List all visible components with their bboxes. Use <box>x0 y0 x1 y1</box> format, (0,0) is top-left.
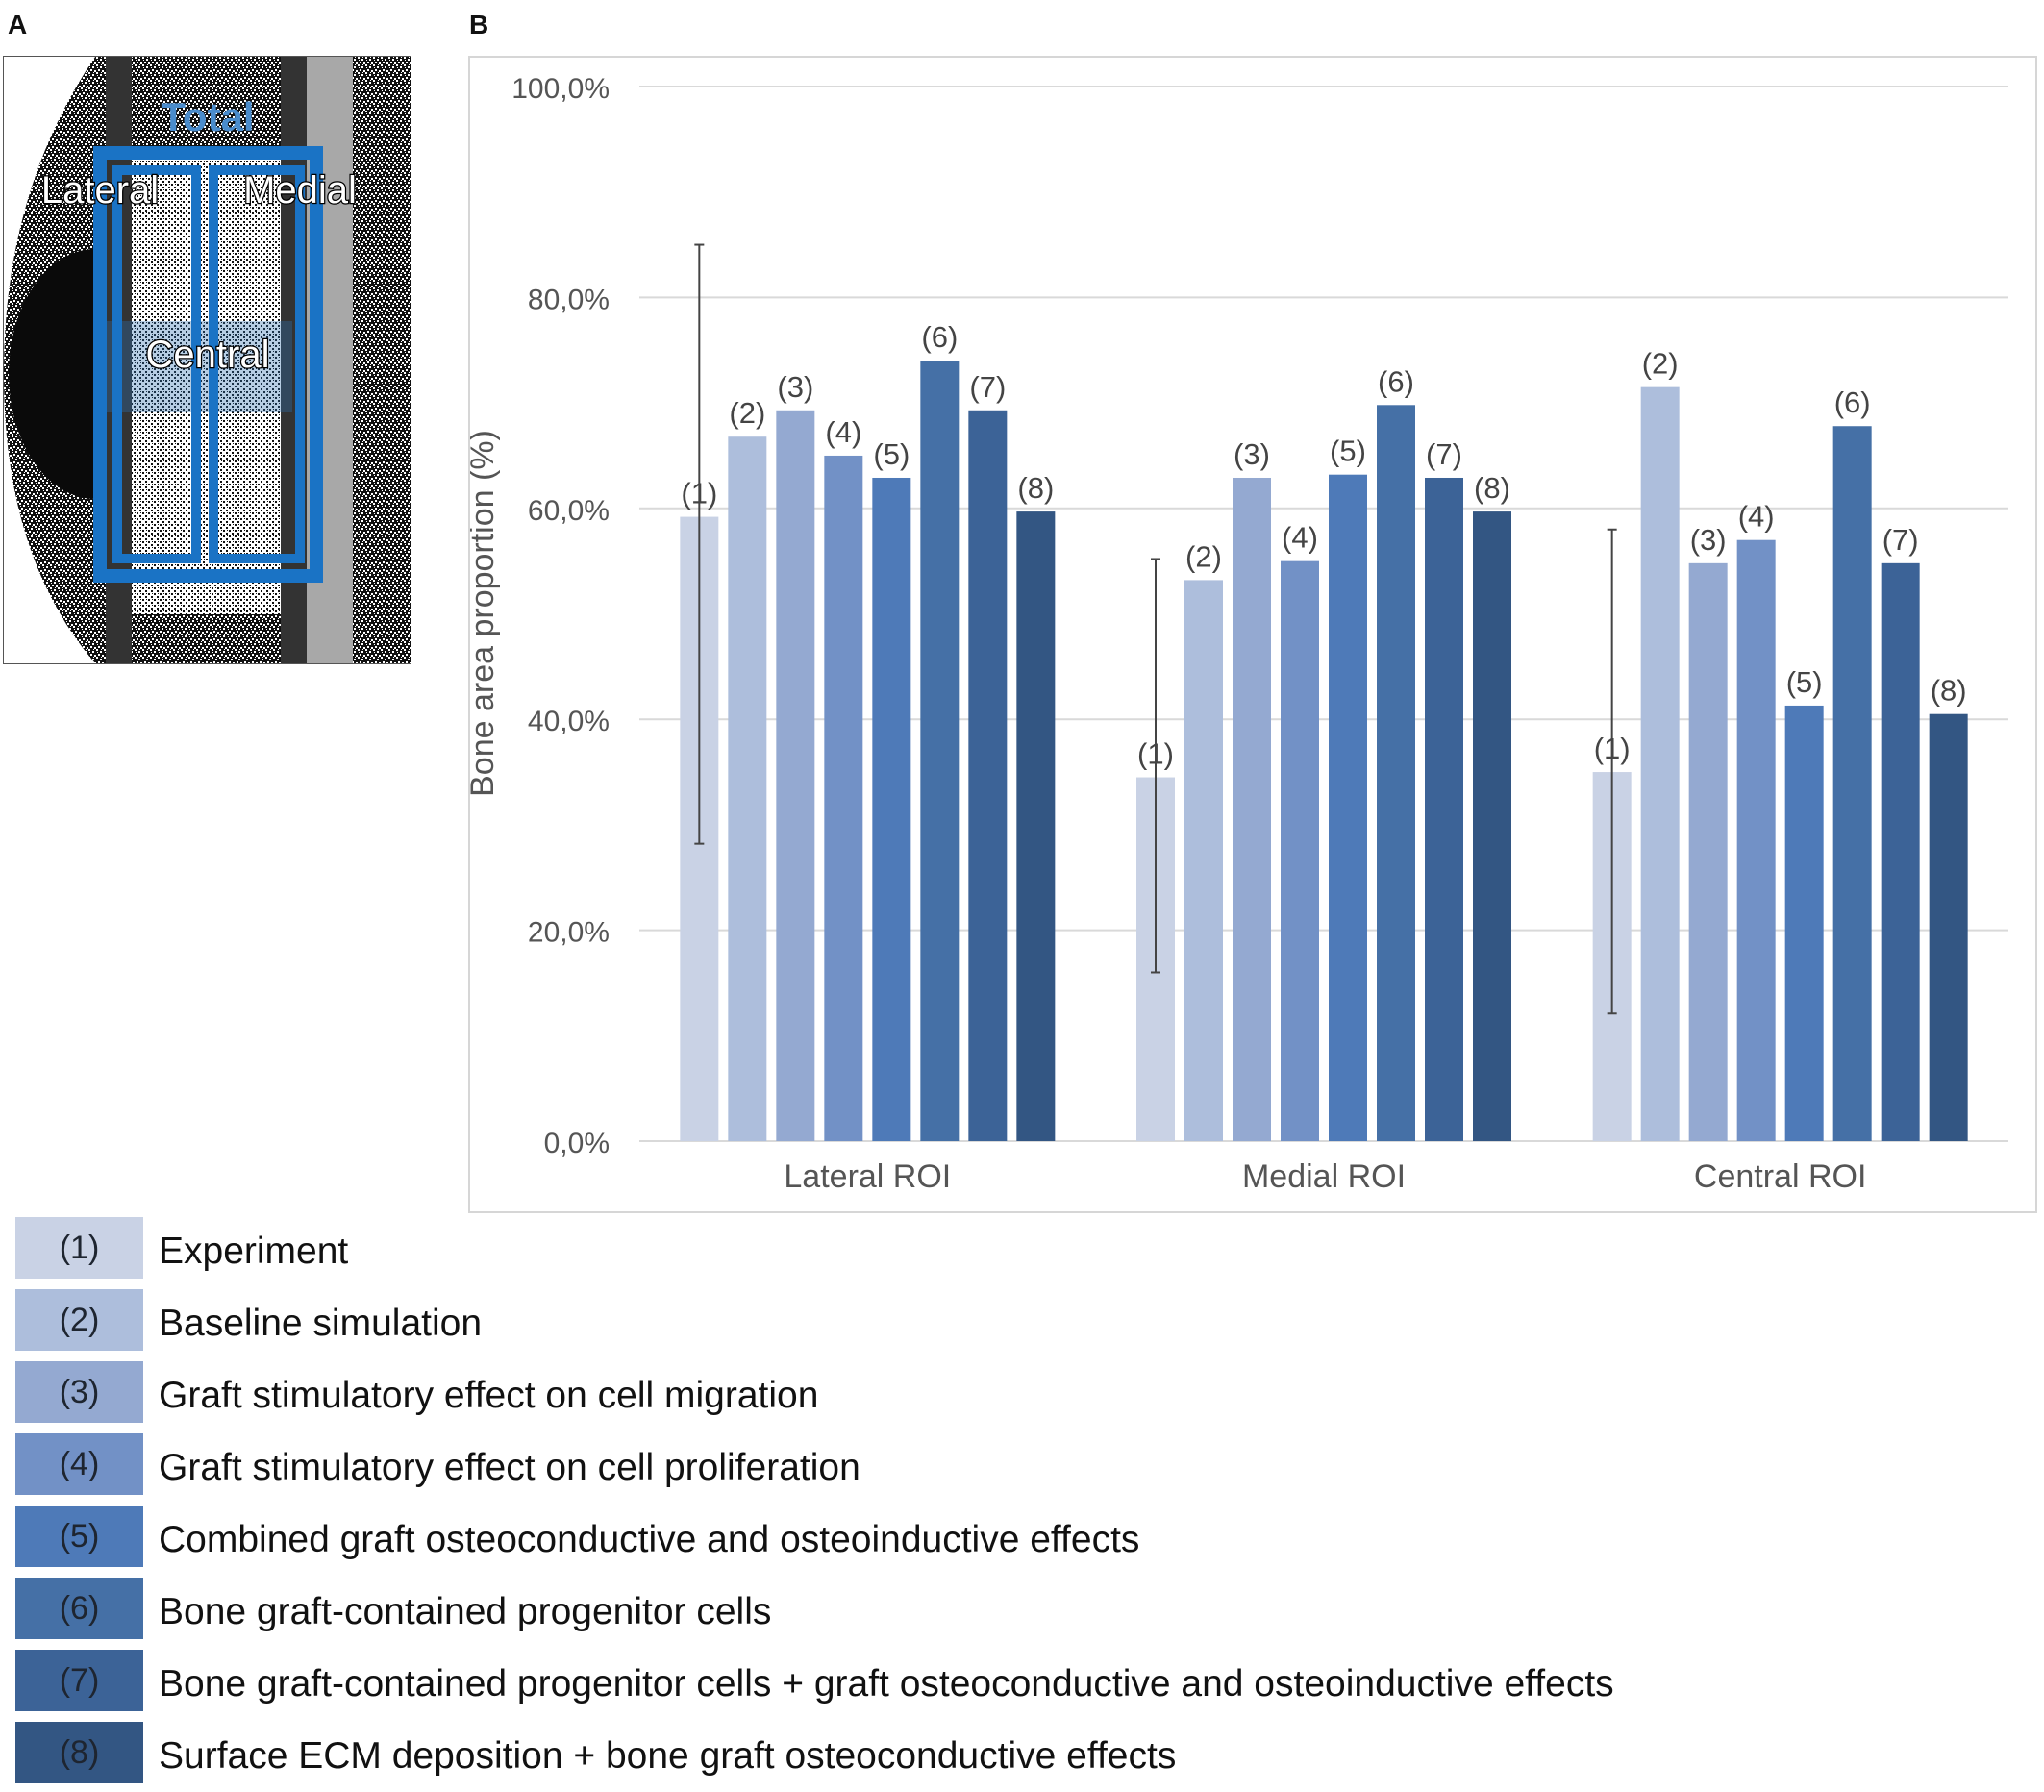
chart-frame: 0,0% 20,0% 40,0% 60,0% 80,0% 100,0% (1) (2) (3)… <box>464 56 2037 1213</box>
total-roi-box <box>93 146 323 583</box>
legend-swatch: (7) <box>15 1650 143 1711</box>
bar <box>1929 713 1968 1141</box>
bar-label: (6) <box>1834 386 1871 419</box>
bars <box>680 361 1968 1142</box>
bar-label: (2) <box>1185 539 1222 573</box>
legend-swatch: (5) <box>15 1506 143 1567</box>
legend-item: (1) Experiment <box>15 1217 1842 1279</box>
legend-swatch: (3) <box>15 1361 143 1423</box>
x-tick-label: Central ROI <box>1694 1158 1867 1195</box>
bar <box>1377 405 1415 1141</box>
bar-label: (6) <box>1378 364 1414 398</box>
legend-item: (2) Baseline simulation <box>15 1289 1842 1351</box>
legend-swatch: (2) <box>15 1289 143 1351</box>
legend-text: Combined graft osteoconductive and osteo… <box>159 1519 1140 1560</box>
panel-label-b: B <box>469 10 489 39</box>
legend-item: (7) Bone graft-contained progenitor cells… <box>15 1650 1842 1711</box>
bar-label: (6) <box>921 320 958 354</box>
bar-label: (8) <box>1474 471 1510 505</box>
legend-text: Bone graft-contained progenitor cells + … <box>159 1663 1614 1705</box>
error-bars <box>694 243 1617 1015</box>
total-label: Total <box>161 94 254 139</box>
y-ticks: 0,0% 20,0% 40,0% 60,0% 80,0% 100,0% <box>511 73 610 1159</box>
legend-text: Graft stimulatory effect on cell migrati… <box>159 1375 819 1416</box>
bar <box>1640 386 1680 1141</box>
legend-item: (3) Graft stimulatory effect on cell migr… <box>15 1361 1842 1423</box>
bar-label: (3) <box>777 370 813 404</box>
bar-label: (4) <box>1282 521 1318 555</box>
panel-label-a: A <box>8 10 28 39</box>
bar-label: (1) <box>1137 737 1174 771</box>
roi-schematic-image: Total Lateral Medial Central <box>3 56 411 664</box>
bar-label: (7) <box>1882 523 1919 557</box>
bar <box>1281 560 1319 1141</box>
bar-label: (7) <box>1426 437 1462 471</box>
legend-swatch: (8) <box>15 1722 143 1783</box>
legend-swatch: (4) <box>15 1433 143 1495</box>
bar-label: (1) <box>1594 732 1631 765</box>
legend-item: (8) Surface ECM deposition + bone graft o… <box>15 1722 1842 1783</box>
bar <box>1233 477 1271 1141</box>
legend-text: Experiment <box>159 1231 349 1272</box>
y-tick-label: 80,0% <box>528 284 610 315</box>
legend-item: (6) Bone graft-contained progenitor cells <box>15 1578 1842 1639</box>
legend-item: (5) Combined graft osteoconductive and os… <box>15 1506 1842 1567</box>
bar <box>1881 562 1920 1141</box>
x-tick-label: Medial ROI <box>1242 1158 1406 1195</box>
y-tick-label: 100,0% <box>511 73 610 105</box>
bar <box>1329 474 1367 1141</box>
medial-roi-box <box>209 165 305 563</box>
bar-label: (2) <box>729 396 765 430</box>
bar-chart: 0,0% 20,0% 40,0% 60,0% 80,0% 100,0% (1) (2) (3)… <box>464 73 2008 1195</box>
bar-label: (4) <box>825 415 861 449</box>
bar-label: (8) <box>1931 674 1967 708</box>
graft-area <box>132 153 281 614</box>
bar <box>1832 426 1872 1141</box>
bar <box>776 410 815 1141</box>
bar-label: (5) <box>1786 665 1823 699</box>
bar-label: (8) <box>1017 471 1054 505</box>
bar <box>920 361 960 1142</box>
bar <box>1784 705 1824 1141</box>
y-tick-label: 0,0% <box>544 1128 610 1159</box>
bar <box>872 477 911 1141</box>
y-axis-label: Bone area proportion (%) <box>470 430 501 797</box>
bar <box>1473 511 1511 1141</box>
bar-label: (5) <box>873 437 910 471</box>
roi-schematic-svg: Total Lateral Medial Central <box>4 57 411 663</box>
legend-text: Baseline simulation <box>159 1303 483 1344</box>
bar <box>968 410 1008 1141</box>
legend-item: (4) Graft stimulatory effect on cell prol… <box>15 1433 1842 1495</box>
bar-label: (3) <box>1234 437 1270 471</box>
gridlines <box>639 86 2008 1142</box>
medial-label: Medial <box>243 169 357 212</box>
bar <box>824 455 863 1141</box>
bar-label: (4) <box>1738 500 1775 534</box>
y-tick-label: 20,0% <box>528 917 610 949</box>
bar-label: (5) <box>1330 435 1366 468</box>
y-tick-label: 40,0% <box>528 706 610 737</box>
x-ticks: Lateral ROI Medial ROI Central ROI <box>784 1158 1866 1195</box>
legend-swatch: (1) <box>15 1217 143 1279</box>
central-label: Central <box>146 334 270 376</box>
legend-text: Surface ECM deposition + bone graft oste… <box>159 1735 1177 1777</box>
legend-text: Graft stimulatory effect on cell prolife… <box>159 1447 860 1488</box>
lateral-label: Lateral <box>41 169 159 212</box>
x-tick-label: Lateral ROI <box>784 1158 951 1195</box>
legend-text: Bone graft-contained progenitor cells <box>159 1591 772 1632</box>
bar <box>1184 580 1223 1141</box>
bar <box>728 436 767 1142</box>
bar <box>1016 511 1056 1141</box>
bar <box>1736 539 1776 1141</box>
legend-swatch: (6) <box>15 1578 143 1639</box>
lateral-roi-box <box>112 165 201 563</box>
bar-label: (3) <box>1690 523 1727 557</box>
bar-label: (2) <box>1642 347 1679 381</box>
y-tick-label: 60,0% <box>528 495 610 527</box>
bar <box>1425 477 1463 1141</box>
bar-labels: (1) (2) (3) (4) (5) (6) (7) (8) (1) (2) (3) (4) (5) (… <box>681 320 1966 770</box>
bar-label: (1) <box>681 477 717 510</box>
bar <box>1688 562 1728 1141</box>
bar-label: (7) <box>969 370 1006 404</box>
